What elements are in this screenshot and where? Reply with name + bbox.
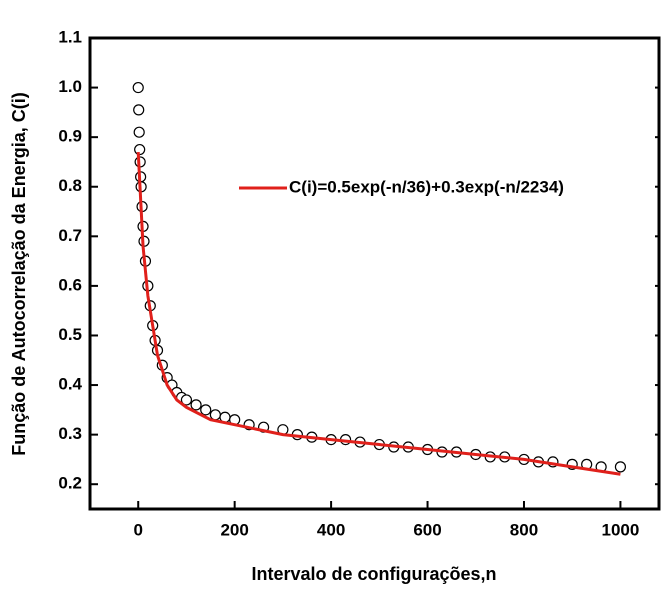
legend-label: C(i)=0.5exp(-n/36)+0.3exp(-n/2234): [289, 177, 564, 196]
x-tick-label: 600: [413, 520, 441, 539]
y-tick-label: 0.2: [58, 474, 82, 493]
x-axis-label: Intervalo de configurações,n: [251, 564, 496, 584]
x-tick-label: 200: [220, 520, 248, 539]
data-point: [190, 399, 202, 411]
data-point: [133, 126, 145, 138]
y-tick-label: 0.6: [58, 275, 82, 294]
y-tick-label: 0.5: [58, 325, 82, 344]
y-tick-label: 0.3: [58, 424, 82, 443]
y-tick-label: 1.0: [58, 77, 82, 96]
y-tick-label: 0.9: [58, 127, 82, 146]
y-tick-label: 1.1: [58, 27, 82, 46]
data-point: [200, 404, 212, 416]
x-tick-label: 800: [510, 520, 538, 539]
y-tick-label: 0.4: [58, 375, 82, 394]
x-tick-label: 1000: [602, 520, 640, 539]
data-point: [209, 409, 221, 421]
y-axis-label: Função de Autocorrelação da Energia, C(i…: [9, 92, 29, 455]
y-tick-label: 0.8: [58, 176, 82, 195]
data-point: [133, 104, 145, 116]
plot-frame: [88, 36, 661, 511]
data-point: [180, 394, 193, 406]
y-tick-label: 0.7: [58, 226, 82, 245]
x-tick-label: 400: [317, 520, 345, 539]
fit-line: [136, 151, 621, 476]
data-point: [132, 81, 144, 94]
data-point: [614, 461, 627, 473]
x-tick-label: 0: [133, 520, 142, 539]
